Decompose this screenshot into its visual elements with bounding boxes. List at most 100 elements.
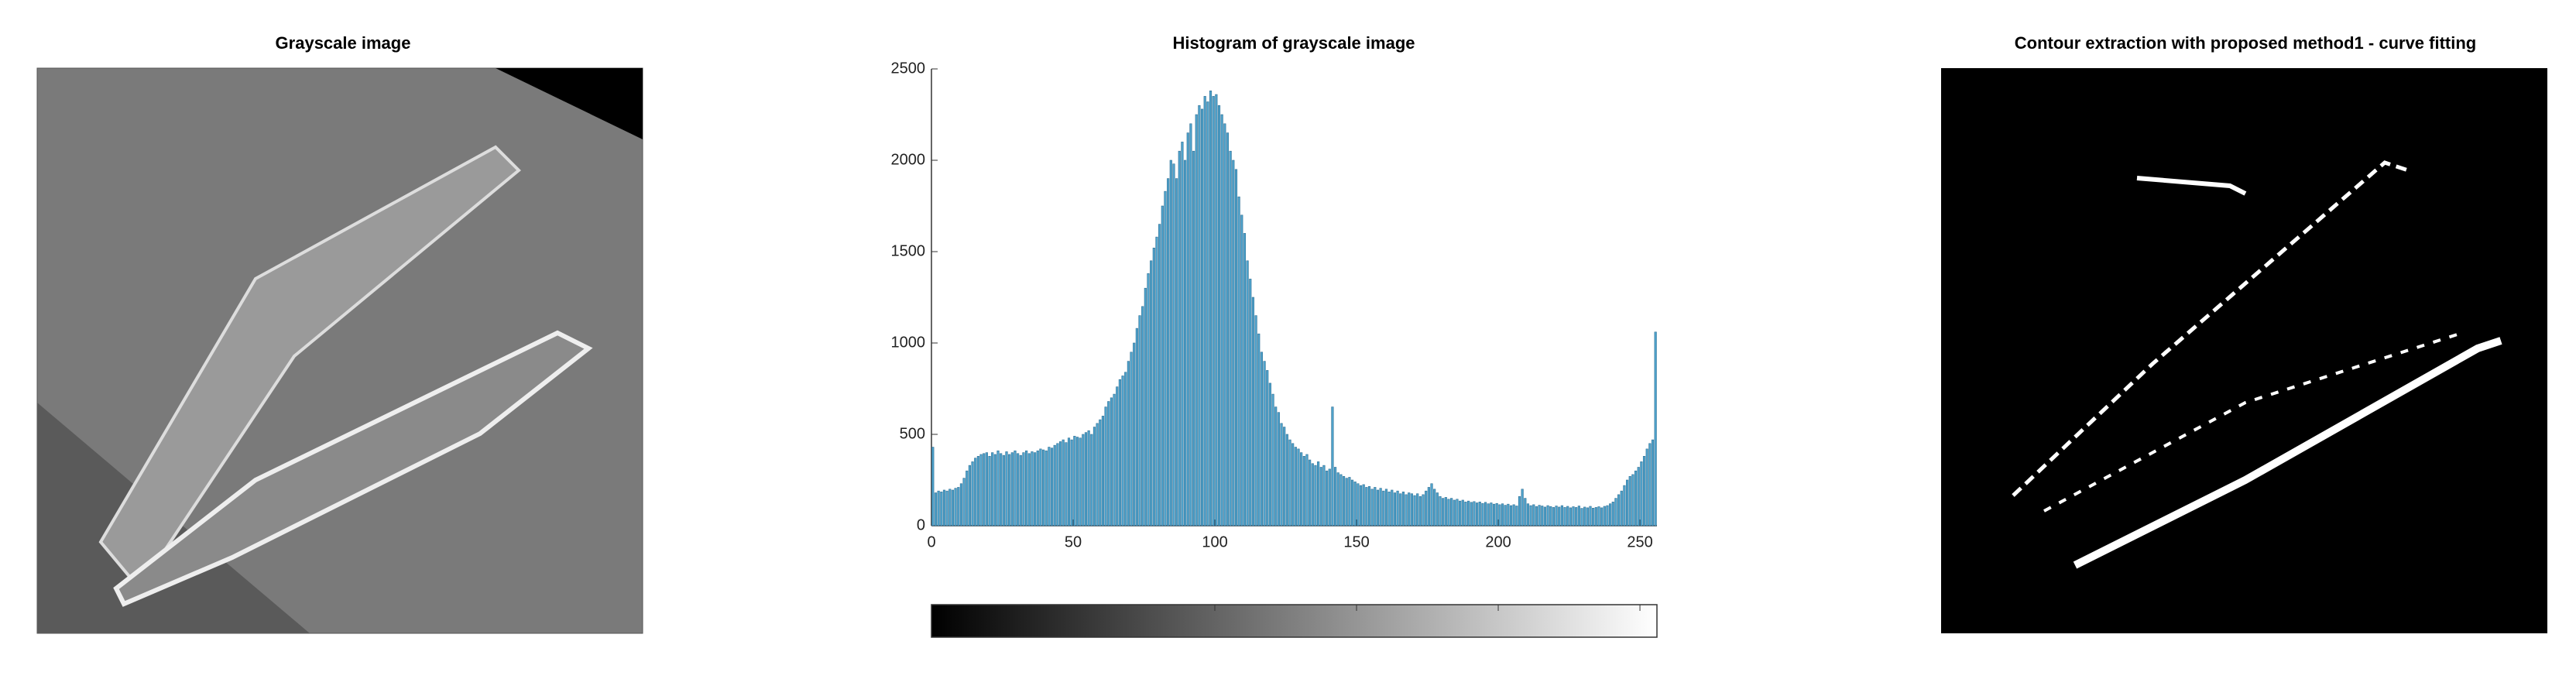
bar <box>1237 196 1240 526</box>
bar <box>1470 502 1473 526</box>
bar <box>1430 483 1433 526</box>
bar <box>1504 505 1507 526</box>
bar <box>1509 505 1513 526</box>
bar <box>1251 297 1255 526</box>
bar <box>1353 482 1357 526</box>
bar <box>1490 502 1493 526</box>
bar <box>1549 506 1552 526</box>
bar <box>1631 474 1634 526</box>
bar <box>1277 412 1280 526</box>
bar <box>1645 448 1648 526</box>
bar <box>1379 488 1382 526</box>
bar <box>1022 452 1025 526</box>
bar <box>1223 123 1226 526</box>
bar <box>1297 448 1300 526</box>
bar <box>1357 483 1360 526</box>
bar <box>1215 94 1218 526</box>
bar <box>1418 496 1422 526</box>
bar <box>1577 506 1580 526</box>
image-title: Contour extraction with proposed method1… <box>2015 33 2476 53</box>
bar <box>1425 490 1428 526</box>
bar <box>945 490 948 526</box>
bar <box>1532 504 1535 526</box>
bar <box>1461 499 1464 526</box>
bar <box>1232 159 1235 526</box>
bar <box>1067 437 1071 526</box>
bar <box>1399 493 1402 526</box>
bar <box>1374 487 1377 526</box>
bar <box>1101 416 1105 526</box>
bar <box>1365 487 1368 526</box>
bar <box>1058 441 1062 526</box>
bar <box>1144 287 1147 526</box>
bar <box>1175 178 1178 526</box>
bar <box>1370 489 1374 526</box>
bar <box>1555 506 1558 526</box>
bar <box>1283 427 1286 526</box>
bar <box>1444 497 1447 526</box>
bar <box>1031 451 1034 526</box>
bar <box>1620 490 1623 526</box>
bar <box>1492 503 1496 526</box>
bar <box>971 461 974 526</box>
bar <box>1521 489 1524 526</box>
bar <box>1393 492 1397 526</box>
bar <box>1526 503 1530 526</box>
bar <box>1110 397 1113 526</box>
bar <box>1317 461 1320 526</box>
bar <box>957 487 960 526</box>
bar <box>1623 485 1626 526</box>
bar <box>1512 504 1515 526</box>
bar <box>1010 452 1014 526</box>
image-corner <box>496 68 643 139</box>
bar <box>1367 485 1371 526</box>
bar <box>1617 494 1621 526</box>
bar <box>1135 327 1138 526</box>
bar <box>1017 453 1020 526</box>
y-tick-label: 1500 <box>891 242 926 259</box>
bar <box>1079 437 1082 526</box>
bar <box>1226 132 1230 526</box>
bar <box>1572 506 1575 526</box>
bar <box>962 478 966 526</box>
bar <box>1606 505 1609 526</box>
bar <box>1583 506 1586 526</box>
bar <box>1164 190 1167 526</box>
bar <box>974 458 977 526</box>
bar <box>1150 260 1153 526</box>
bar <box>1580 508 1583 526</box>
bar <box>1280 423 1283 526</box>
bar <box>1447 499 1450 526</box>
bar <box>1041 449 1045 526</box>
bar <box>1240 214 1243 526</box>
x-tick-label: 250 <box>1627 533 1652 550</box>
bar <box>1401 492 1405 526</box>
bar <box>1413 495 1416 526</box>
bar <box>1294 447 1297 526</box>
bar <box>1546 505 1549 526</box>
bar <box>1481 502 1484 526</box>
bar <box>1575 507 1578 526</box>
y-tick-label: 2000 <box>891 151 926 168</box>
bar <box>1152 247 1155 526</box>
bar <box>1268 382 1271 526</box>
bar <box>1569 507 1572 526</box>
bar <box>1161 205 1164 526</box>
bar <box>1107 401 1110 526</box>
grayscale-image <box>36 67 643 634</box>
bar <box>1124 372 1127 526</box>
bar <box>1634 470 1638 526</box>
x-tick-label: 150 <box>1343 533 1369 550</box>
bar <box>1246 260 1249 526</box>
bar <box>1478 502 1481 526</box>
bar <box>1322 465 1326 526</box>
bar <box>1433 489 1436 526</box>
bar <box>1034 452 1037 526</box>
bar <box>1014 450 1017 526</box>
bar <box>1326 470 1329 526</box>
bar <box>1560 505 1563 526</box>
bar <box>1453 499 1456 526</box>
bar <box>937 490 940 526</box>
